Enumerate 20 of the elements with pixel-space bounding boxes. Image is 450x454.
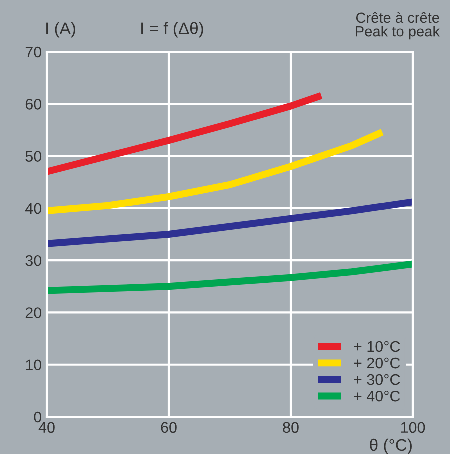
x-tick-label: 100 — [401, 422, 426, 434]
legend-label: + 30°C — [354, 374, 400, 386]
x-tick-label: 80 — [283, 422, 299, 434]
y-tick-label: 70 — [26, 46, 42, 58]
y-tick-label: 40 — [26, 203, 42, 214]
legend-label: + 10°C — [354, 341, 400, 352]
x-tick-label: 60 — [161, 422, 177, 434]
x-axis-title: θ (°C) — [370, 438, 412, 454]
text: Crête à crête Peak to peak — [356, 12, 440, 40]
chart-title: I = f (Δθ) — [142, 22, 204, 38]
y-tick-label: 60 — [26, 99, 42, 110]
y-axis-title: I (A) — [46, 22, 76, 38]
y-tick-label: 50 — [26, 151, 42, 162]
legend-label: + 40°C — [354, 390, 400, 402]
y-tick-label: 20 — [26, 308, 42, 318]
x-tick-label: 40 — [38, 422, 55, 434]
y-tick-label: 30 — [26, 255, 42, 266]
legend-label: + 20°C — [354, 358, 400, 369]
y-tick-label: 10 — [26, 360, 42, 371]
y-tick-label: 0 — [34, 412, 42, 423]
